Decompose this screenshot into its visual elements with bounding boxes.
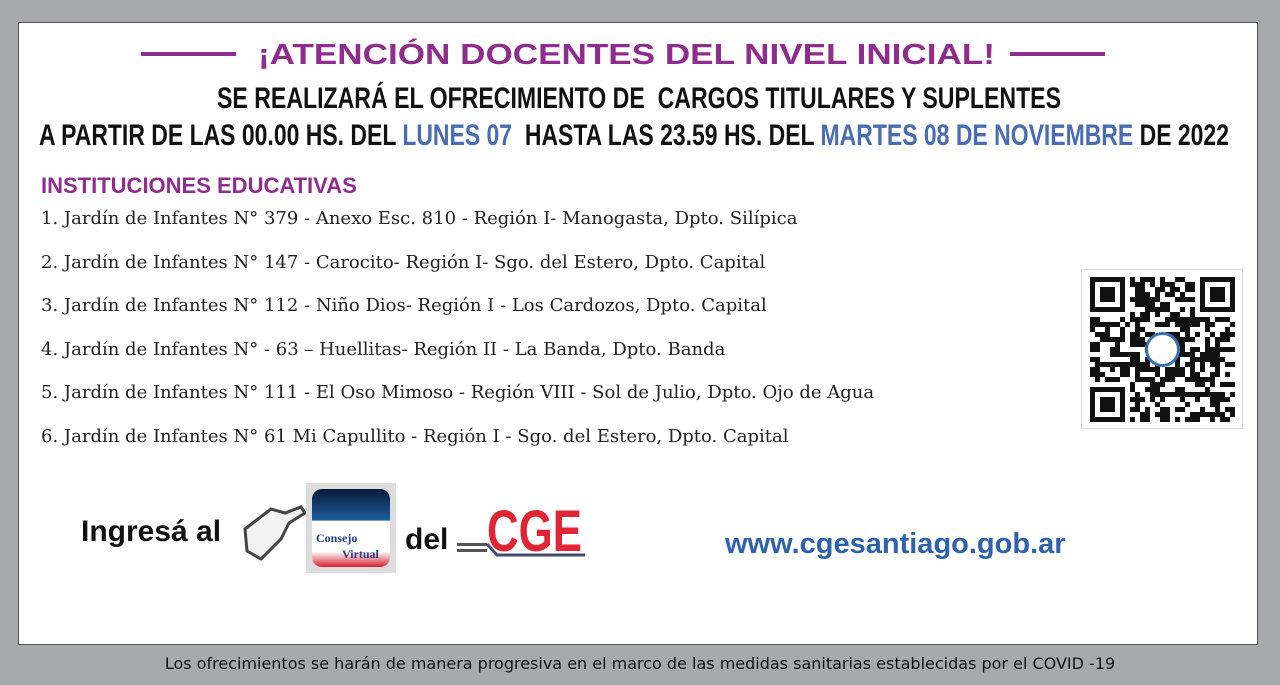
list-item: 6. Jardín de Infantes N° 61 Mi Capullito… (41, 425, 789, 447)
list-item: 2. Jardín de Infantes N° 147 - Carocito-… (41, 251, 766, 273)
qr-code (1081, 269, 1243, 429)
date-year: DE 2022 (1133, 119, 1229, 152)
flyer-panel: ¡ATENCIÓN DOCENTES DEL NIVEL INICIAL! SE… (18, 22, 1258, 645)
date-line-text: A PARTIR DE LAS 00.00 HS. DEL LUNES 07 H… (39, 119, 1229, 152)
consejo-virtual-logo[interactable]: Consejo Virtual (306, 483, 396, 573)
cge-logo: CGE (457, 499, 585, 563)
pointing-hand-icon (243, 505, 307, 561)
consejo-label: Consejo (316, 531, 358, 545)
list-item: 1. Jardín de Infantes N° 379 - Anexo Esc… (41, 208, 798, 229)
institutions-list: 1. Jardín de Infantes N° 379 - Anexo Esc… (41, 207, 874, 468)
list-item: 3. Jardín de Infantes N° 112 - Niño Dios… (41, 295, 767, 316)
start-date: LUNES 07 (402, 119, 512, 152)
subheadline-text: SE REALIZARÁ EL OFRECIMIENTO DE CARGOS T… (217, 81, 1061, 115)
header: ¡ATENCIÓN DOCENTES DEL NIVEL INICIAL! SE… (39, 37, 1229, 152)
website-link[interactable]: www.cgesantiago.gob.ar (725, 528, 1066, 560)
virtual-label: Virtual (342, 547, 379, 561)
ingresa-text: Ingresá al (81, 515, 222, 548)
list-item: 4. Jardín de Infantes N° - 63 – Huellita… (41, 338, 726, 360)
del-text: del (405, 523, 449, 556)
date-text: A PARTIR DE LAS 00.00 HS. DEL (39, 119, 402, 152)
institutions-title: INSTITUCIONES EDUCATIVAS (41, 173, 357, 198)
divider-left (141, 52, 236, 56)
date-text: HASTA LAS 23.59 HS. DEL (512, 119, 820, 152)
divider-right (1010, 52, 1105, 56)
headline-text: ¡ATENCIÓN DOCENTES DEL NIVEL INICIAL! (258, 37, 995, 71)
list-item: 5. Jardín de Infantes N° 111 - El Oso Mi… (41, 382, 875, 403)
cge-logo-text: CGE (487, 499, 582, 563)
end-date: MARTES 08 DE NOVIEMBRE (821, 119, 1134, 152)
footer-note: Los ofrecimientos se harán de manera pro… (164, 654, 1116, 673)
